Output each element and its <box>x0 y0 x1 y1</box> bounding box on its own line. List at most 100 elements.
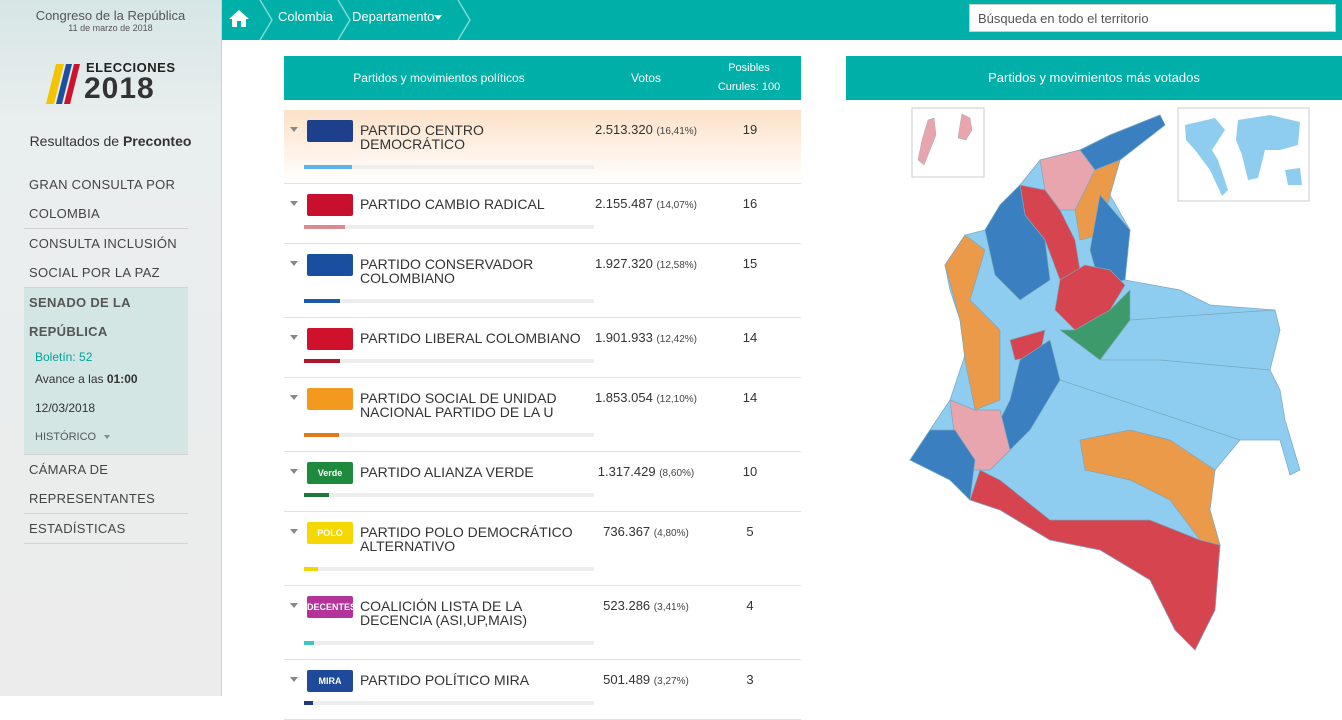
bar-track <box>304 493 594 497</box>
percent-label: (12,42%) <box>656 334 698 345</box>
expand-caret[interactable] <box>290 201 298 206</box>
progress-time: 01:00 <box>106 372 138 386</box>
nav-label: SENADO DE LA REPÚBLICA <box>29 295 131 339</box>
results-table: PARTIDO CENTRO DEMOCRÁTICO 2.513.320 (16,… <box>284 110 801 720</box>
nav-label: CONSULTA INCLUSIÓN SOCIAL POR LA PAZ <box>29 236 177 280</box>
votes-count: 2.513.320 <box>594 122 653 137</box>
votes: 501.489 (3,27%) <box>576 673 716 689</box>
map-header: Partidos y movimientos más votados <box>846 56 1342 100</box>
party-name: PARTIDO LIBERAL COLOMBIANO <box>360 330 581 346</box>
percent-bar <box>304 359 341 363</box>
expand-caret[interactable] <box>290 127 298 132</box>
nav: GRAN CONSULTA POR COLOMBIA CONSULTA INCLU… <box>24 170 188 544</box>
seats: 19 <box>742 122 758 137</box>
percent-label: (8,60%) <box>659 468 695 479</box>
party-name: PARTIDO ALIANZA VERDE <box>360 464 534 480</box>
percent-label: (12,10%) <box>656 394 698 405</box>
history-caret <box>104 435 111 440</box>
logo-text: Verde <box>317 468 343 478</box>
logo-text: MIRA <box>318 676 342 686</box>
votes-count: 1.901.933 <box>594 330 653 345</box>
nav-item[interactable]: GRAN CONSULTA POR COLOMBIA <box>24 170 188 229</box>
votes: 2.155.487 (14,07%) <box>576 197 716 213</box>
expand-caret[interactable] <box>290 469 298 474</box>
bulletin: Boletín: 52 <box>35 350 93 364</box>
header-party: Partidos y movimientos políticos <box>353 71 525 85</box>
history[interactable]: HISTÓRICO <box>29 426 188 448</box>
party-logo: Verde <box>307 462 353 484</box>
votes: 1.927.320 (12,58%) <box>576 257 716 273</box>
percent-bar <box>304 225 345 229</box>
party-name: PARTIDO CAMBIO RADICAL <box>360 196 545 212</box>
search-input[interactable]: Búsqueda en todo el territorio <box>969 4 1336 32</box>
history-label: HISTÓRICO <box>35 431 97 443</box>
percent-bar <box>304 567 318 571</box>
percent-label: (3,27%) <box>653 676 689 687</box>
nav-label: GRAN CONSULTA POR COLOMBIA <box>29 177 176 221</box>
table-header: Partidos y movimientos políticos Votos P… <box>284 56 801 100</box>
home-icon[interactable] <box>229 10 249 27</box>
seats: 4 <box>746 598 754 613</box>
bar-track <box>304 433 594 437</box>
party-row: PARTIDO CONSERVADOR COLOMBIANO 1.927.320 … <box>284 244 801 318</box>
sidebar-date: 11 de marzo de 2018 <box>68 23 153 33</box>
nav-item[interactable]: ESTADÍSTICAS <box>24 514 188 544</box>
results-prefix: Resultados de <box>29 133 120 149</box>
bar-track <box>304 299 594 303</box>
party-name: PARTIDO POLÍTICO MIRA <box>360 672 530 688</box>
seats: 3 <box>746 672 754 687</box>
bar-track <box>304 225 594 229</box>
party-row: PARTIDO CENTRO DEMOCRÁTICO 2.513.320 (16,… <box>284 110 801 184</box>
party-row: Verde PARTIDO ALIANZA VERDE 1.317.429 (8,6… <box>284 452 801 512</box>
breadcrumb[interactable]: Colombia <box>278 9 333 24</box>
party-row: PARTIDO SOCIAL DE UNIDAD NACIONAL PARTID… <box>284 378 801 452</box>
logo-line2: 2018 <box>84 72 155 105</box>
progress: Avance a las 01:00 <box>29 368 188 390</box>
bar-track <box>304 701 594 705</box>
bar-track <box>304 567 594 571</box>
topbar: Colombia Departamento Búsqueda en todo e… <box>222 0 1342 40</box>
votes-count: 736.367 <box>603 524 651 539</box>
seats: 16 <box>742 196 758 211</box>
expand-caret[interactable] <box>290 529 298 534</box>
percent-bar <box>304 433 340 437</box>
percent-label: (4,80%) <box>653 528 689 539</box>
party-name: PARTIDO POLO DEMOCRÁTICO ALTERNATIVO <box>360 524 573 554</box>
elections-logo: ELECCIONES 2018 <box>34 58 184 114</box>
nav-label: ESTADÍSTICAS <box>29 521 126 536</box>
party-row: POLO PARTIDO POLO DEMOCRÁTICO ALTERNATIVO… <box>284 512 801 586</box>
votes-count: 523.286 <box>603 598 651 613</box>
bar-track <box>304 165 594 169</box>
party-logo: DECENTES <box>307 596 353 618</box>
party-logo: POLO <box>307 522 353 544</box>
results-bold: Preconteo <box>122 133 192 149</box>
nav-item[interactable]: CÁMARA DE REPRESENTANTES <box>24 455 188 514</box>
nav-item[interactable]: CONSULTA INCLUSIÓN SOCIAL POR LA PAZ <box>24 229 188 288</box>
breadcrumb[interactable]: Departamento <box>352 9 435 24</box>
expand-caret[interactable] <box>290 603 298 608</box>
expand-caret[interactable] <box>290 335 298 340</box>
expand-caret[interactable] <box>290 261 298 266</box>
party-name: PARTIDO SOCIAL DE UNIDAD NACIONAL PARTID… <box>360 390 557 420</box>
bar-track <box>304 359 594 363</box>
party-row: PARTIDO CAMBIO RADICAL 2.155.487 (14,07%)… <box>284 184 801 244</box>
header-votes: Votos <box>630 71 662 85</box>
expand-caret[interactable] <box>290 677 298 682</box>
party-logo: MIRA <box>307 670 353 692</box>
nav-item[interactable]: SENADO DE LA REPÚBLICA Boletín: 52 Avance … <box>24 288 188 455</box>
seats: 10 <box>742 464 758 479</box>
party-name: PARTIDO CENTRO DEMOCRÁTICO <box>360 122 484 152</box>
party-logo <box>307 328 353 350</box>
percent-label: (3,41%) <box>653 602 689 613</box>
percent-label: (16,41%) <box>656 126 698 137</box>
logo-text: DECENTES <box>307 602 353 612</box>
header-seats-line1: Posibles <box>728 62 770 74</box>
percent-bar <box>304 299 341 303</box>
percent-bar <box>304 641 314 645</box>
votes-count: 1.927.320 <box>594 256 653 271</box>
percent-label: (14,07%) <box>656 200 698 211</box>
expand-caret[interactable] <box>290 395 298 400</box>
votes-count: 501.489 <box>603 672 651 687</box>
votes: 736.367 (4,80%) <box>576 525 716 541</box>
